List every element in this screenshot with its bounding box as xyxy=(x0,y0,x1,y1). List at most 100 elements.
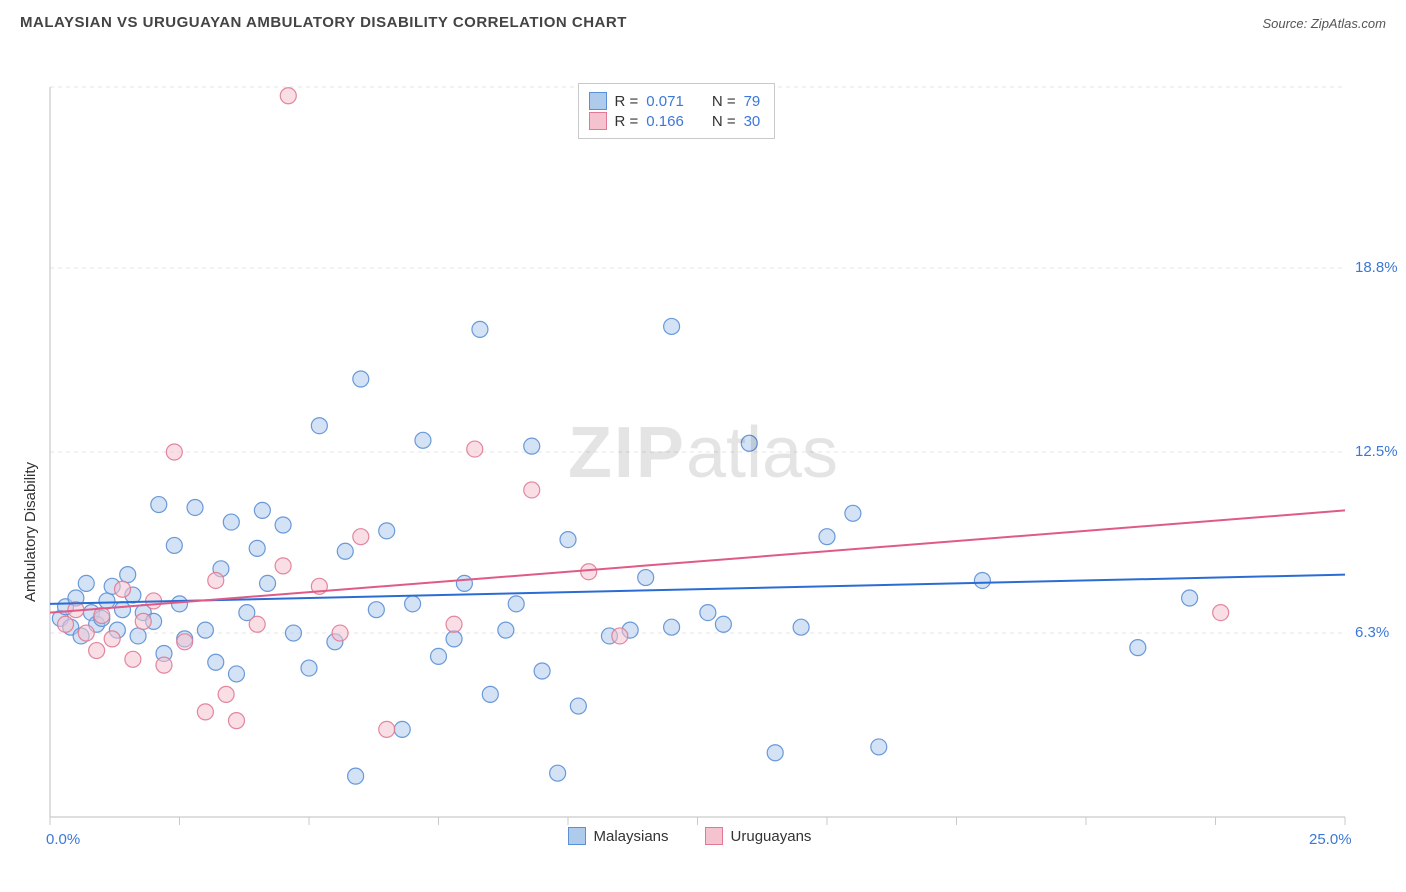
y-tick-label: 18.8% xyxy=(1355,259,1398,276)
data-point xyxy=(348,768,364,784)
data-point xyxy=(524,438,540,454)
data-point xyxy=(581,564,597,580)
data-point xyxy=(177,634,193,650)
y-axis-label: Ambulatory Disability xyxy=(22,462,39,602)
data-point xyxy=(472,321,488,337)
data-point xyxy=(570,698,586,714)
legend-item: Uruguayans xyxy=(705,827,812,845)
legend-n-value: 30 xyxy=(744,113,761,130)
data-point xyxy=(280,88,296,104)
x-tick-label: 0.0% xyxy=(46,831,80,848)
data-point xyxy=(1213,605,1229,621)
data-point xyxy=(197,704,213,720)
data-point xyxy=(208,572,224,588)
scatter-chart xyxy=(0,37,1406,877)
data-point xyxy=(482,686,498,702)
data-point xyxy=(767,745,783,761)
data-point xyxy=(871,739,887,755)
data-point xyxy=(99,593,115,609)
y-tick-label: 12.5% xyxy=(1355,443,1398,460)
data-point xyxy=(1182,590,1198,606)
data-point xyxy=(120,567,136,583)
data-point xyxy=(254,502,270,518)
data-point xyxy=(187,499,203,515)
legend-item: Malaysians xyxy=(568,827,669,845)
data-point xyxy=(431,648,447,664)
data-point xyxy=(379,523,395,539)
data-point xyxy=(550,765,566,781)
data-point xyxy=(301,660,317,676)
data-point xyxy=(260,575,276,591)
data-point xyxy=(228,666,244,682)
data-point xyxy=(78,575,94,591)
data-point xyxy=(249,540,265,556)
data-point xyxy=(560,532,576,548)
data-point xyxy=(446,616,462,632)
data-point xyxy=(166,537,182,553)
legend-n-value: 79 xyxy=(744,93,761,110)
data-point xyxy=(172,596,188,612)
data-point xyxy=(368,602,384,618)
data-point xyxy=(104,631,120,647)
data-point xyxy=(845,505,861,521)
data-point xyxy=(208,654,224,670)
legend-r-value: 0.071 xyxy=(646,93,684,110)
source-link[interactable]: ZipAtlas.com xyxy=(1311,16,1386,31)
data-point xyxy=(337,543,353,559)
source-label: Source: ZipAtlas.com xyxy=(1262,16,1386,31)
data-point xyxy=(156,657,172,673)
legend-swatch xyxy=(589,92,607,110)
data-point xyxy=(974,572,990,588)
legend-label: Malaysians xyxy=(594,828,669,845)
data-point xyxy=(311,418,327,434)
data-point xyxy=(130,628,146,644)
data-point xyxy=(508,596,524,612)
chart-title: MALAYSIAN VS URUGUAYAN AMBULATORY DISABI… xyxy=(20,14,627,31)
data-point xyxy=(741,435,757,451)
legend-r-value: 0.166 xyxy=(646,113,684,130)
data-point xyxy=(534,663,550,679)
data-point xyxy=(664,318,680,334)
data-point xyxy=(228,713,244,729)
legend-swatch xyxy=(568,827,586,845)
data-point xyxy=(1130,640,1146,656)
data-point xyxy=(612,628,628,644)
data-point xyxy=(405,596,421,612)
data-point xyxy=(275,558,291,574)
legend-r-label: R = xyxy=(615,93,639,110)
legend-stat-row: R = 0.071 N = 79 xyxy=(589,92,761,110)
data-point xyxy=(275,517,291,533)
data-point xyxy=(715,616,731,632)
chart-area: ZIPatlas Ambulatory Disability R = 0.071… xyxy=(0,37,1406,877)
data-point xyxy=(89,643,105,659)
data-point xyxy=(394,721,410,737)
data-point xyxy=(664,619,680,635)
data-point xyxy=(223,514,239,530)
legend-stats: R = 0.071N = 79R = 0.166N = 30 xyxy=(578,83,776,139)
legend-swatch xyxy=(705,827,723,845)
data-point xyxy=(125,651,141,667)
data-point xyxy=(353,371,369,387)
data-point xyxy=(446,631,462,647)
data-point xyxy=(415,432,431,448)
data-point xyxy=(819,529,835,545)
data-point xyxy=(115,581,131,597)
legend-n-label: N = xyxy=(712,93,736,110)
regression-line xyxy=(50,575,1345,604)
data-point xyxy=(332,625,348,641)
data-point xyxy=(700,605,716,621)
data-point xyxy=(793,619,809,635)
data-point xyxy=(456,575,472,591)
data-point xyxy=(353,529,369,545)
data-point xyxy=(524,482,540,498)
y-tick-label: 6.3% xyxy=(1355,624,1389,641)
data-point xyxy=(285,625,301,641)
data-point xyxy=(166,444,182,460)
data-point xyxy=(151,497,167,513)
data-point xyxy=(115,602,131,618)
legend-series: Malaysians Uruguayans xyxy=(568,827,812,845)
legend-swatch xyxy=(589,112,607,130)
legend-r-label: R = xyxy=(615,113,639,130)
data-point xyxy=(135,613,151,629)
data-point xyxy=(249,616,265,632)
